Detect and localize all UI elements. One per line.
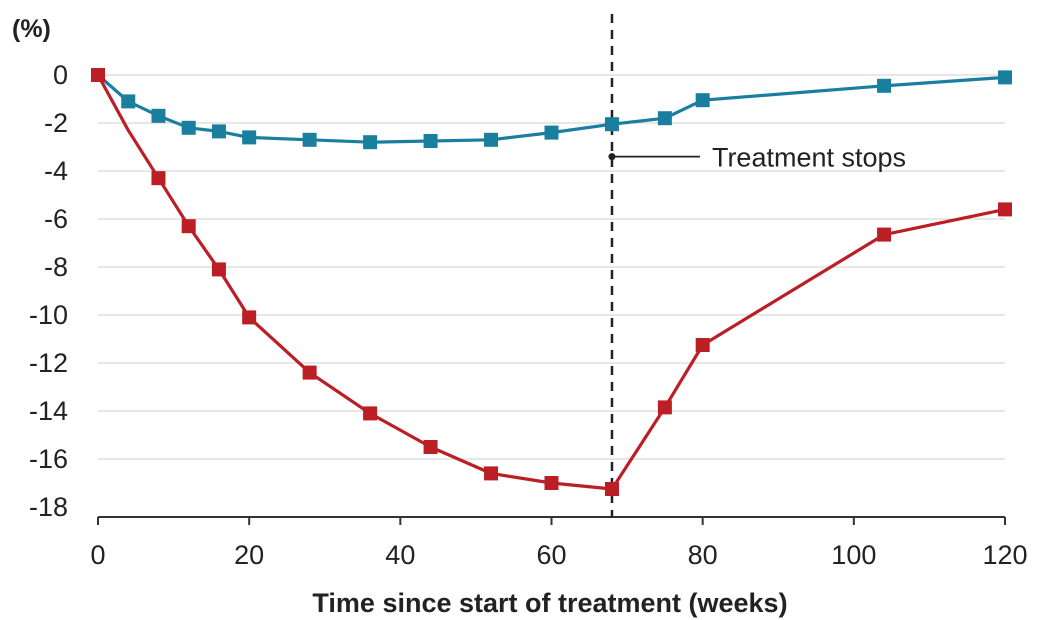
series-0-marker [998, 70, 1012, 85]
series-1-marker [998, 202, 1012, 217]
y-tick-label: -18 [29, 492, 68, 522]
annotation: Treatment stops [608, 14, 906, 517]
series-1-marker [242, 310, 257, 325]
series-1-marker [657, 400, 672, 415]
series-0-marker [877, 78, 892, 93]
y-tick-label: -14 [29, 396, 68, 426]
annotation-label: Treatment stops [712, 143, 906, 173]
y-tick-label: -16 [29, 444, 68, 474]
x-tick-label: 100 [831, 540, 876, 570]
series-0-marker [211, 124, 226, 139]
series-0-marker [604, 117, 619, 132]
y-tick-label: -6 [44, 204, 68, 234]
series [91, 68, 1012, 496]
series-0-marker [363, 135, 378, 150]
series-1-marker [423, 440, 438, 454]
y-axis-unit-label: (%) [12, 15, 51, 43]
x-axis: 0 20 40 60 80 100 120 [90, 516, 1028, 570]
series-line-0 [96, 73, 1006, 144]
series-0-marker [242, 130, 257, 145]
y-tick-label: 0 [53, 60, 68, 90]
series-0-marker [695, 93, 710, 108]
y-axis: 0 -2 -4 -6 -8 -10 -12 -14 -16 -18 [29, 60, 68, 522]
series-0-marker [544, 125, 559, 140]
series-1-marker [302, 365, 317, 380]
y-tick-label: -12 [29, 348, 68, 378]
series-0-marker [484, 132, 499, 147]
series-0-marker [181, 120, 196, 135]
x-tick-label: 60 [536, 540, 566, 570]
x-tick-label: 120 [982, 540, 1027, 570]
y-tick-label: -10 [29, 300, 68, 330]
y-tick-label: -8 [44, 252, 68, 282]
series-1-marker [484, 466, 499, 481]
series-1-marker [544, 476, 559, 490]
series-1-marker [363, 406, 378, 421]
x-tick-label: 20 [234, 540, 264, 570]
x-tick-label: 0 [90, 540, 105, 570]
series-1-marker [604, 482, 619, 496]
series-0-marker [657, 111, 672, 126]
series-1-marker [877, 227, 892, 242]
series-0-marker [121, 94, 136, 109]
x-tick-label: 40 [385, 540, 415, 570]
series-0-marker [151, 108, 166, 123]
series-1-marker [151, 171, 166, 186]
series-0-marker [423, 134, 438, 148]
x-axis-title: Time since start of treatment (weeks) [312, 588, 787, 618]
y-tick-label: -4 [44, 156, 68, 186]
series-1-marker [695, 338, 710, 352]
series-0-marker [302, 132, 317, 147]
x-tick-label: 80 [688, 540, 718, 570]
series-1-marker [181, 219, 196, 234]
series-1-marker [211, 262, 226, 277]
y-tick-label: -2 [44, 108, 68, 138]
series-1-marker [91, 68, 105, 82]
annotation-dot [608, 153, 616, 161]
series-line-1 [96, 74, 1006, 491]
